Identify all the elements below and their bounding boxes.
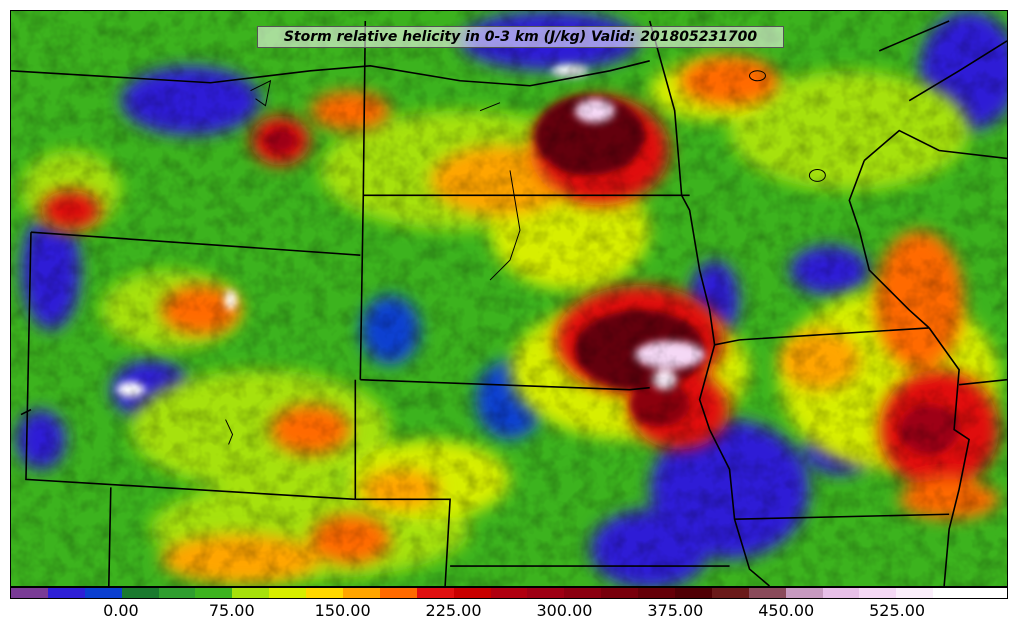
colorbar-segment [343,588,380,598]
map-canvas [11,11,1007,586]
colorbar-tick-label: 150.00 [314,601,371,620]
colorbar-segment [527,588,565,598]
colorbar-tick-label: 450.00 [758,601,815,620]
water-features [225,70,826,445]
colorbar-segment [859,588,897,598]
colorbar-tick-label: 525.00 [869,601,926,620]
colorbar-segment [379,588,417,598]
colorbar-segment [822,588,860,598]
colorbar-segment [896,588,934,598]
map-title: Storm relative helicity in 0-3 km (J/kg)… [257,26,784,48]
colorbar-segment [121,588,159,598]
state-boundaries [11,20,1007,586]
colorbar-tick-label: 225.00 [425,601,482,620]
colorbar-segment [933,588,971,598]
colorbar-segment [47,588,85,598]
colorbar-segment [84,588,122,598]
colorbar-segment [195,588,233,598]
colorbar [10,587,1008,599]
field-texture [11,11,1007,586]
colorbar-segment [269,588,307,598]
colorbar-tick-label: 0.00 [103,601,139,620]
colorbar-segment [785,588,823,598]
colorbar-segment [748,588,786,598]
colorbar-segment [601,588,639,598]
colorbar-segment [638,588,676,598]
colorbar-labels: 0.00 75.00 150.00 225.00 300.00 375.00 450.00 5… [10,601,1008,625]
colorbar-segment [564,588,602,598]
colorbar-tick-label: 300.00 [536,601,593,620]
colorbar-segment [490,588,528,598]
colorbar-tick-label: 75.00 [208,601,255,620]
colorbar-segment [11,588,48,598]
colorbar-segment [232,588,270,598]
colorbar-segment [416,588,454,598]
colorbar-segment [158,588,196,598]
colorbar-tick-label: 375.00 [647,601,704,620]
helicity-map: Storm relative helicity in 0-3 km (J/kg)… [10,10,1008,587]
colorbar-segment [306,588,344,598]
colorbar-segment [675,588,712,598]
colorbar-segment [711,588,749,598]
colorbar-segment [453,588,491,598]
colorbar-segment [970,588,1008,598]
